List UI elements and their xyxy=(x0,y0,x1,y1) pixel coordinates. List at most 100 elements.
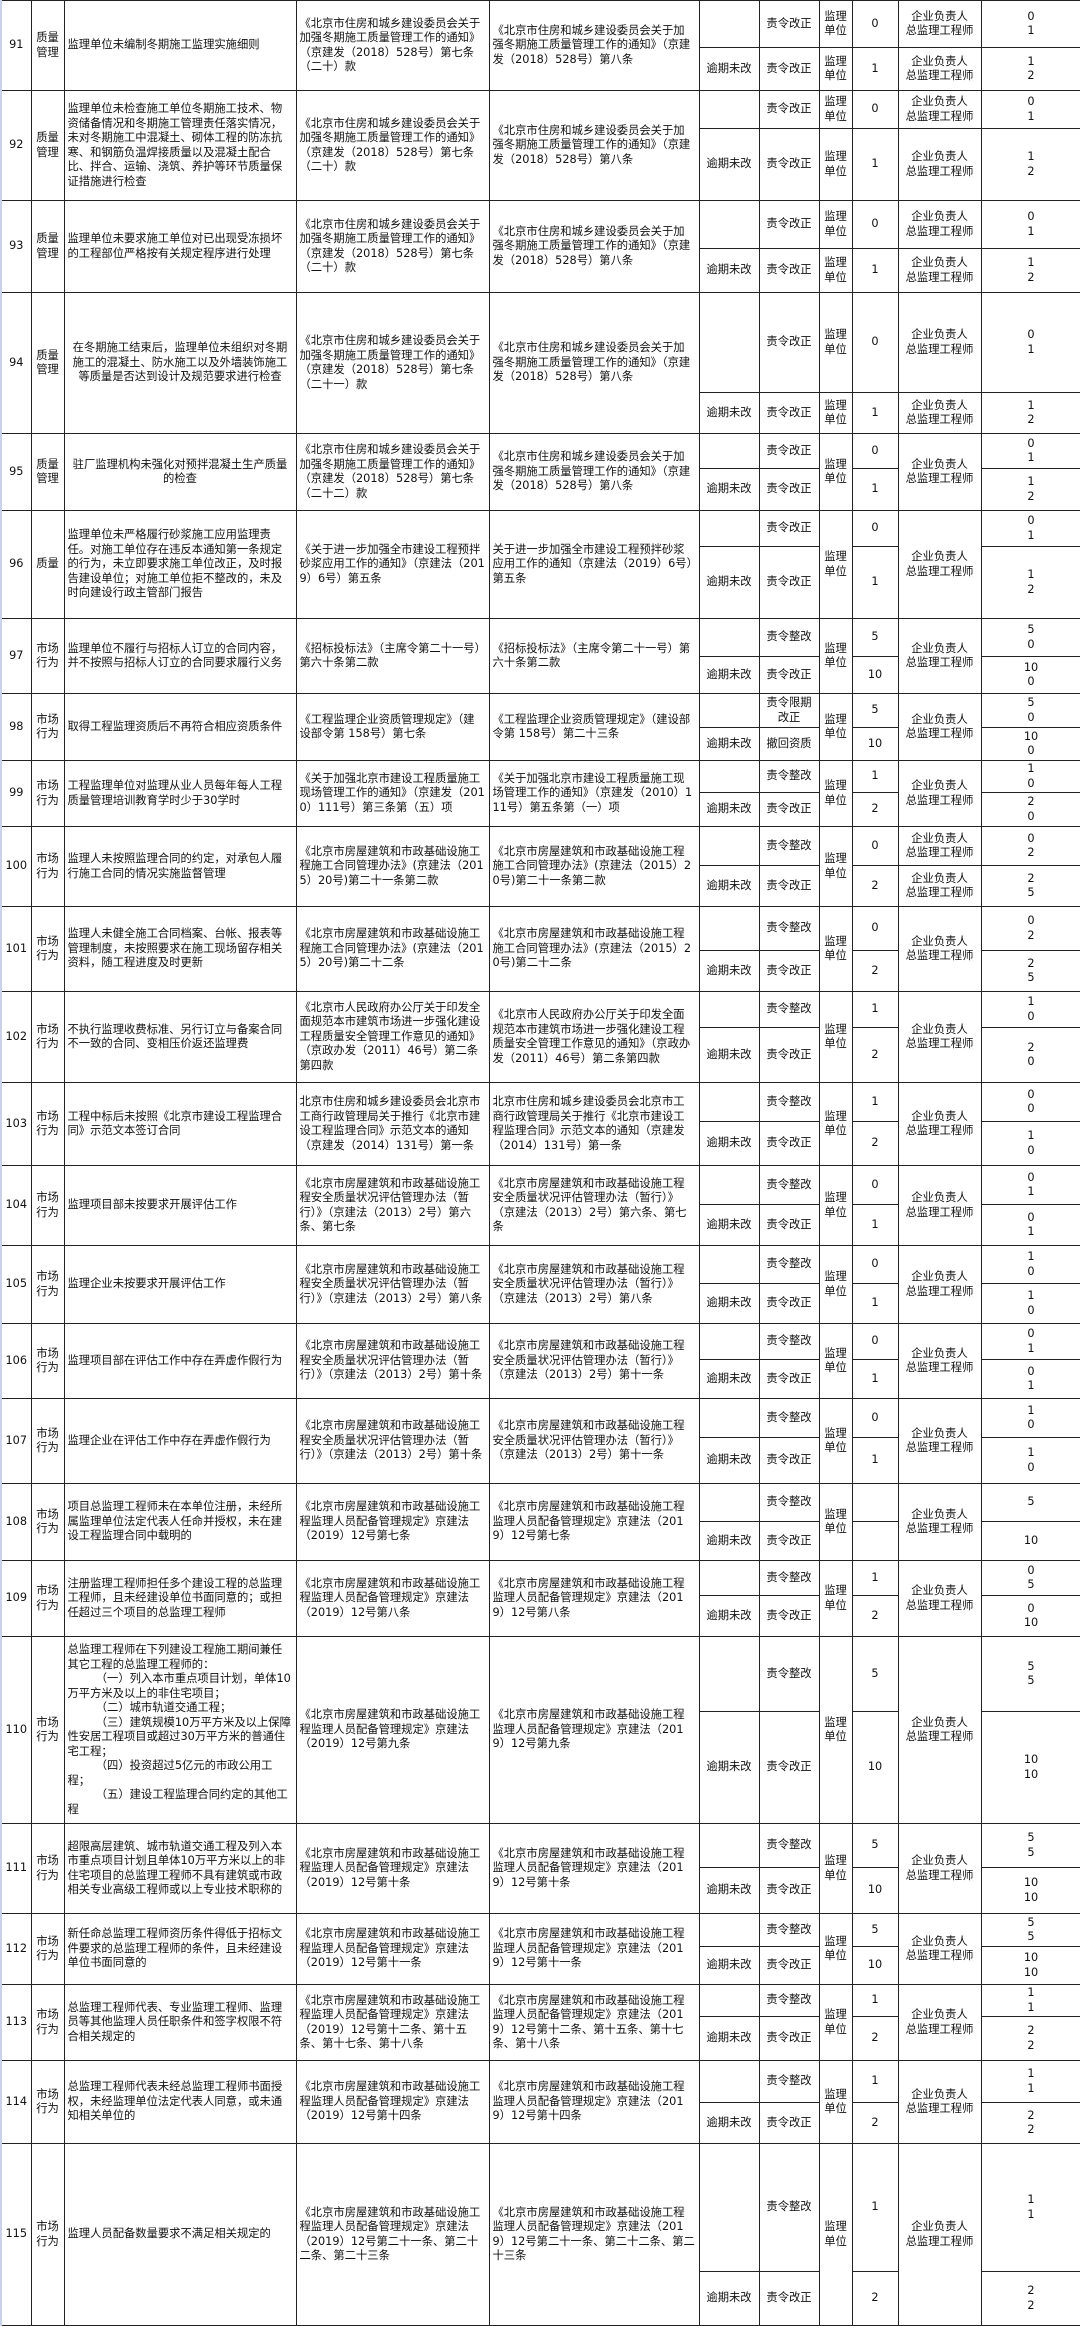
unit-score: 1 xyxy=(851,2060,899,2103)
person-scores: 5 5 xyxy=(980,1636,1080,1712)
violation-description: 不执行监理收费标准、另行订立与备案合同不一致的合同、变相压价返还监理费 xyxy=(63,991,297,1083)
penalty-action: 责令整改 xyxy=(758,1483,820,1522)
penalty-action: 责令改正 xyxy=(758,2271,820,2326)
legal-basis: 《关于加强北京市建设工程质量施工现场管理工作的通知》（京建发（2010）111号… xyxy=(295,760,490,827)
circumstance xyxy=(698,2143,760,2272)
circumstance xyxy=(698,618,760,657)
circumstance xyxy=(698,433,760,469)
table-row: 110 市场行为 总监理工程师在下列建设工程施工期间兼任其它工程的总监理工程师的： … xyxy=(0,1636,1080,1824)
responsible-persons: 企业负责人 总监理工程师 xyxy=(897,760,982,827)
responsible-persons: 企业负责人 总监理工程师 xyxy=(897,618,982,694)
unit-score: 1 xyxy=(851,468,899,511)
penalty-action: 责令改正 xyxy=(758,1283,820,1324)
legal-basis: 《北京市人民政府办公厅关于印发全面规范本市建筑市场进一步强化建设工程质量安全管理… xyxy=(295,991,490,1083)
unit-score: 0 xyxy=(851,826,899,866)
table-row: 逾期未改 责令改正 2 2 2 xyxy=(1,2016,1080,2061)
responsible-persons: 企业负责人 总监理工程师 xyxy=(897,248,982,293)
person-scores: 1 0 xyxy=(980,1283,1080,1324)
table-row: 111 市场行为 超限高层建筑、城市轨道交通工程及列入本市重点项目计划且单体10万平… xyxy=(0,1823,1080,1914)
person-scores: 0 1 xyxy=(980,1323,1080,1360)
subject-unit: 监理单位 xyxy=(818,510,853,619)
legal-basis: 《北京市住房和城乡建设委员会关于加强冬期施工质量管理工作的通知》（京建发（201… xyxy=(295,200,490,293)
item-category: 市场行为 xyxy=(30,991,65,1083)
violation-description: 总监理工程师代表、专业监理工程师、监理员等其他监理人员任职条件和签字权限不符合相… xyxy=(63,1984,297,2061)
penalty-action: 责令改正 xyxy=(758,656,820,694)
person-scores: 2 5 xyxy=(980,950,1080,992)
unit-score: 1 xyxy=(851,248,899,293)
responsible-persons: 企业负责人 总监理工程师 xyxy=(897,2143,982,2326)
responsible-persons: 企业负责人 总监理工程师 xyxy=(897,906,982,992)
item-number: 97 xyxy=(0,618,32,694)
unit-score: 0 xyxy=(851,292,899,393)
person-scores: 10 10 xyxy=(980,1867,1080,1914)
table-row: 115 市场行为 监理人员配备数量要求不满足相关规定的 《北京市房屋建筑和市政基础设施… xyxy=(0,2143,1080,2326)
legal-basis: 《北京市房屋建筑和市政基础设施工程安全质量状况评估管理办法（暂行）》（京建法（2… xyxy=(295,1323,490,1399)
unit-score: 2 xyxy=(851,2271,899,2326)
circumstance: 逾期未改 xyxy=(698,1437,760,1484)
person-scores: 10 0 xyxy=(980,727,1080,761)
subject-unit: 监理单位 xyxy=(818,2143,853,2326)
unit-score: 0 xyxy=(851,1398,899,1438)
subject-unit: 监理单位 xyxy=(818,47,853,91)
violation-description: 取得工程监理资质后不再符合相应资质条件 xyxy=(63,693,297,761)
penalty-basis: 《北京市房屋建筑和市政基础设施工程监理人员配备管理规定》京建法（2019）12号… xyxy=(488,1636,700,1824)
unit-score: 1 xyxy=(851,1082,899,1122)
penalty-action: 责令改正 xyxy=(758,1437,820,1484)
responsible-persons: 企业负责人 总监理工程师 xyxy=(897,1560,982,1637)
penalty-action: 责令改正 xyxy=(758,2016,820,2061)
penalty-basis: 《招标投标法》（主席令第二十一号）第六十条第二款 xyxy=(488,618,700,694)
subject-unit: 监理单位 xyxy=(818,1245,853,1324)
penalty-action: 责令改正 xyxy=(758,0,820,48)
violation-description: 总监理工程师代表未经总监理工程师书面授权，未经监理单位法定代表人同意，或未通知相… xyxy=(63,2060,297,2144)
item-number: 101 xyxy=(0,906,32,992)
penalty-action: 责令改正 xyxy=(758,1204,820,1246)
legal-basis: 《北京市房屋建筑和市政基础设施工程施工合同管理办法》(京建法（2015）20号)… xyxy=(295,906,490,992)
item-number: 103 xyxy=(0,1082,32,1166)
legal-basis: 《关于进一步加强全市建设工程预拌砂浆应用工作的通知》（京建法（2019）6号）第… xyxy=(295,510,490,619)
penalty-basis: 《北京市房屋建筑和市政基础设施工程监理人员配备管理规定》京建法（2019）12号… xyxy=(488,2143,700,2326)
circumstance: 逾期未改 xyxy=(698,1121,760,1166)
penalty-action: 责令改正 xyxy=(758,1359,820,1399)
legal-basis: 《北京市住房和城乡建设委员会关于加强冬期施工质量管理工作的通知》（京建发（201… xyxy=(295,90,490,201)
subject-unit: 监理单位 xyxy=(818,128,853,201)
person-scores: 1 2 xyxy=(980,468,1080,511)
person-scores: 5 0 xyxy=(980,693,1080,728)
responsible-persons: 企业负责人 总监理工程师 xyxy=(897,693,982,761)
table-row: 逾期未改 责令改正 监理单位 1 企业负责人 总监理工程师 1 2 xyxy=(1,248,1080,293)
subject-unit: 监理单位 xyxy=(818,1636,853,1824)
subject-unit: 监理单位 xyxy=(818,906,853,992)
penalty-action: 责令改正 xyxy=(758,950,820,992)
penalty-action: 责令改正 xyxy=(758,546,820,619)
item-number: 109 xyxy=(0,1560,32,1637)
violation-description: 监理人未健全施工合同档案、台帐、报表等管理制度，未按照要求在施工现场留存相关资料… xyxy=(63,906,297,992)
person-scores: 10 xyxy=(980,1521,1080,1561)
person-scores: 1 0 xyxy=(980,760,1080,793)
circumstance xyxy=(698,90,760,129)
unit-score: 0 xyxy=(851,1165,899,1205)
item-number: 104 xyxy=(0,1165,32,1246)
person-scores: 2 2 xyxy=(980,2016,1080,2061)
penalty-action: 责令改正 xyxy=(758,248,820,293)
violation-description: 监理人未按照监理合同的约定，对承包人履行施工合同的情况实施监督管理 xyxy=(63,826,297,907)
item-category: 市场行为 xyxy=(30,1323,65,1399)
table-row: 逾期未改 责令改正 监理单位 1 企业负责人 总监理工程师 1 2 xyxy=(1,128,1080,201)
item-number: 110 xyxy=(0,1636,32,1824)
person-scores: 0 1 xyxy=(980,1165,1080,1205)
table-row: 逾期未改 责令改正 1 1 0 xyxy=(1,1283,1080,1324)
penalty-action: 责令改正 xyxy=(758,392,820,434)
responsible-persons: 企业负责人 总监理工程师 xyxy=(897,0,982,48)
person-scores: 0 0 xyxy=(980,1082,1080,1122)
person-scores: 0 1 xyxy=(980,510,1080,547)
person-scores: 5 5 xyxy=(980,1823,1080,1868)
penalty-action: 责令整改 xyxy=(758,2060,820,2103)
circumstance: 逾期未改 xyxy=(698,546,760,619)
item-category: 市场行为 xyxy=(30,1984,65,2061)
circumstance xyxy=(698,906,760,951)
table-row: 105 市场行为 监理企业未按要求开展评估工作 《北京市房屋建筑和市政基础设施工程安全… xyxy=(0,1245,1080,1324)
person-scores: 0 1 xyxy=(980,200,1080,249)
unit-score: 2 xyxy=(851,1595,899,1637)
legal-basis: 《北京市房屋建筑和市政基础设施工程监理人员配备管理规定》京建法（2019）12号… xyxy=(295,1823,490,1914)
responsible-persons: 企业负责人 总监理工程师 xyxy=(897,1984,982,2061)
item-category: 质量 xyxy=(30,510,65,619)
violation-description: 监理单位不履行与招标人订立的合同内容，并不按照与招标人订立的合同要求履行义务 xyxy=(63,618,297,694)
